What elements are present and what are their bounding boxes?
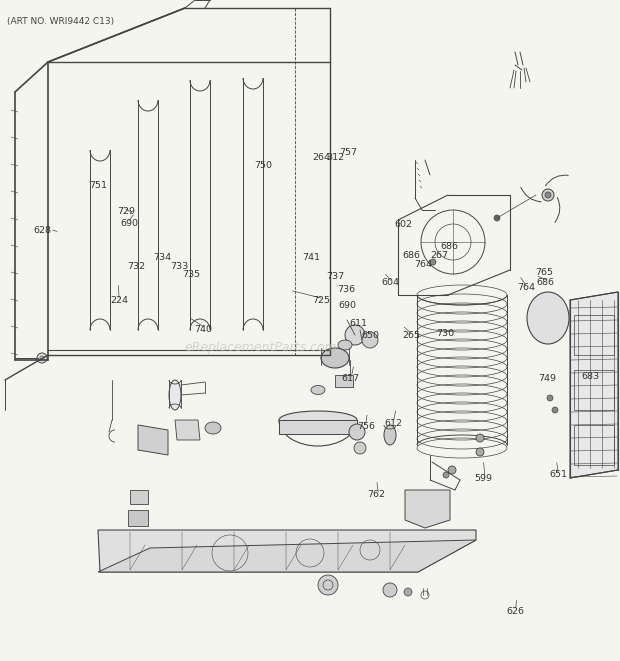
Circle shape (349, 424, 365, 440)
Text: 757: 757 (339, 147, 358, 157)
Text: 735: 735 (182, 270, 200, 279)
Text: 741: 741 (302, 253, 321, 262)
Circle shape (542, 189, 554, 201)
Text: 725: 725 (312, 296, 330, 305)
Text: 628: 628 (33, 225, 51, 235)
Text: 730: 730 (436, 329, 454, 338)
Text: 733: 733 (170, 262, 189, 271)
Text: 626: 626 (507, 607, 525, 616)
Text: 750: 750 (254, 161, 273, 170)
Bar (128, 510, 148, 526)
FancyArrowPatch shape (546, 175, 569, 186)
Text: 737: 737 (326, 272, 344, 281)
Text: 690: 690 (120, 219, 138, 228)
Text: 729: 729 (117, 207, 135, 216)
Text: 683: 683 (581, 372, 600, 381)
Text: 650: 650 (361, 331, 379, 340)
Circle shape (552, 407, 558, 413)
Circle shape (476, 448, 484, 456)
Text: 312: 312 (326, 153, 344, 162)
Circle shape (37, 353, 47, 363)
Text: 651: 651 (549, 470, 567, 479)
Ellipse shape (338, 340, 352, 350)
Ellipse shape (527, 292, 569, 344)
FancyArrowPatch shape (521, 187, 541, 202)
Text: 765: 765 (535, 268, 554, 278)
Text: 686: 686 (402, 251, 420, 260)
Circle shape (354, 442, 366, 454)
Polygon shape (98, 540, 476, 572)
Circle shape (345, 325, 365, 345)
Bar (130, 490, 148, 504)
Text: 751: 751 (89, 180, 107, 190)
Bar (335, 375, 353, 387)
Text: 690: 690 (338, 301, 356, 310)
Circle shape (362, 332, 378, 348)
Polygon shape (279, 420, 357, 434)
Text: 224: 224 (110, 296, 128, 305)
Text: 599: 599 (474, 474, 493, 483)
Text: 265: 265 (402, 331, 420, 340)
Text: 736: 736 (337, 285, 355, 294)
Circle shape (494, 215, 500, 221)
Text: 611: 611 (349, 319, 368, 329)
Ellipse shape (311, 385, 325, 395)
Ellipse shape (384, 425, 396, 445)
Ellipse shape (169, 380, 181, 410)
Text: (ART NO. WRI9442 C13): (ART NO. WRI9442 C13) (7, 17, 115, 26)
Circle shape (448, 466, 456, 474)
Text: 734: 734 (153, 253, 172, 262)
Text: 264: 264 (312, 153, 330, 162)
Text: 604: 604 (381, 278, 400, 288)
Circle shape (404, 588, 412, 596)
Polygon shape (98, 530, 476, 572)
Ellipse shape (321, 348, 349, 368)
Polygon shape (138, 425, 168, 455)
Bar (580, 340, 588, 345)
Ellipse shape (279, 411, 357, 429)
Bar (574, 370, 614, 410)
Text: eReplacementParts.com: eReplacementParts.com (184, 340, 337, 354)
Circle shape (547, 395, 553, 401)
Text: 764: 764 (516, 283, 535, 292)
Text: 686: 686 (440, 242, 459, 251)
Text: 764: 764 (414, 260, 433, 269)
Text: 617: 617 (341, 374, 360, 383)
Circle shape (318, 575, 338, 595)
Text: 686: 686 (536, 278, 555, 287)
Text: 612: 612 (384, 418, 403, 428)
Polygon shape (175, 420, 200, 440)
FancyArrowPatch shape (555, 198, 560, 222)
Bar (574, 315, 614, 355)
Polygon shape (570, 292, 618, 478)
Text: 732: 732 (127, 262, 146, 271)
Text: 762: 762 (367, 490, 386, 499)
Circle shape (443, 472, 449, 478)
Circle shape (545, 192, 551, 198)
Polygon shape (405, 490, 450, 528)
Circle shape (430, 259, 436, 265)
Circle shape (383, 583, 397, 597)
Text: 602: 602 (394, 220, 412, 229)
Text: 756: 756 (356, 422, 375, 431)
Ellipse shape (205, 422, 221, 434)
Bar (574, 425, 614, 465)
Circle shape (476, 434, 484, 442)
Text: 740: 740 (194, 325, 213, 334)
Text: 749: 749 (538, 373, 556, 383)
Text: 267: 267 (430, 251, 448, 260)
